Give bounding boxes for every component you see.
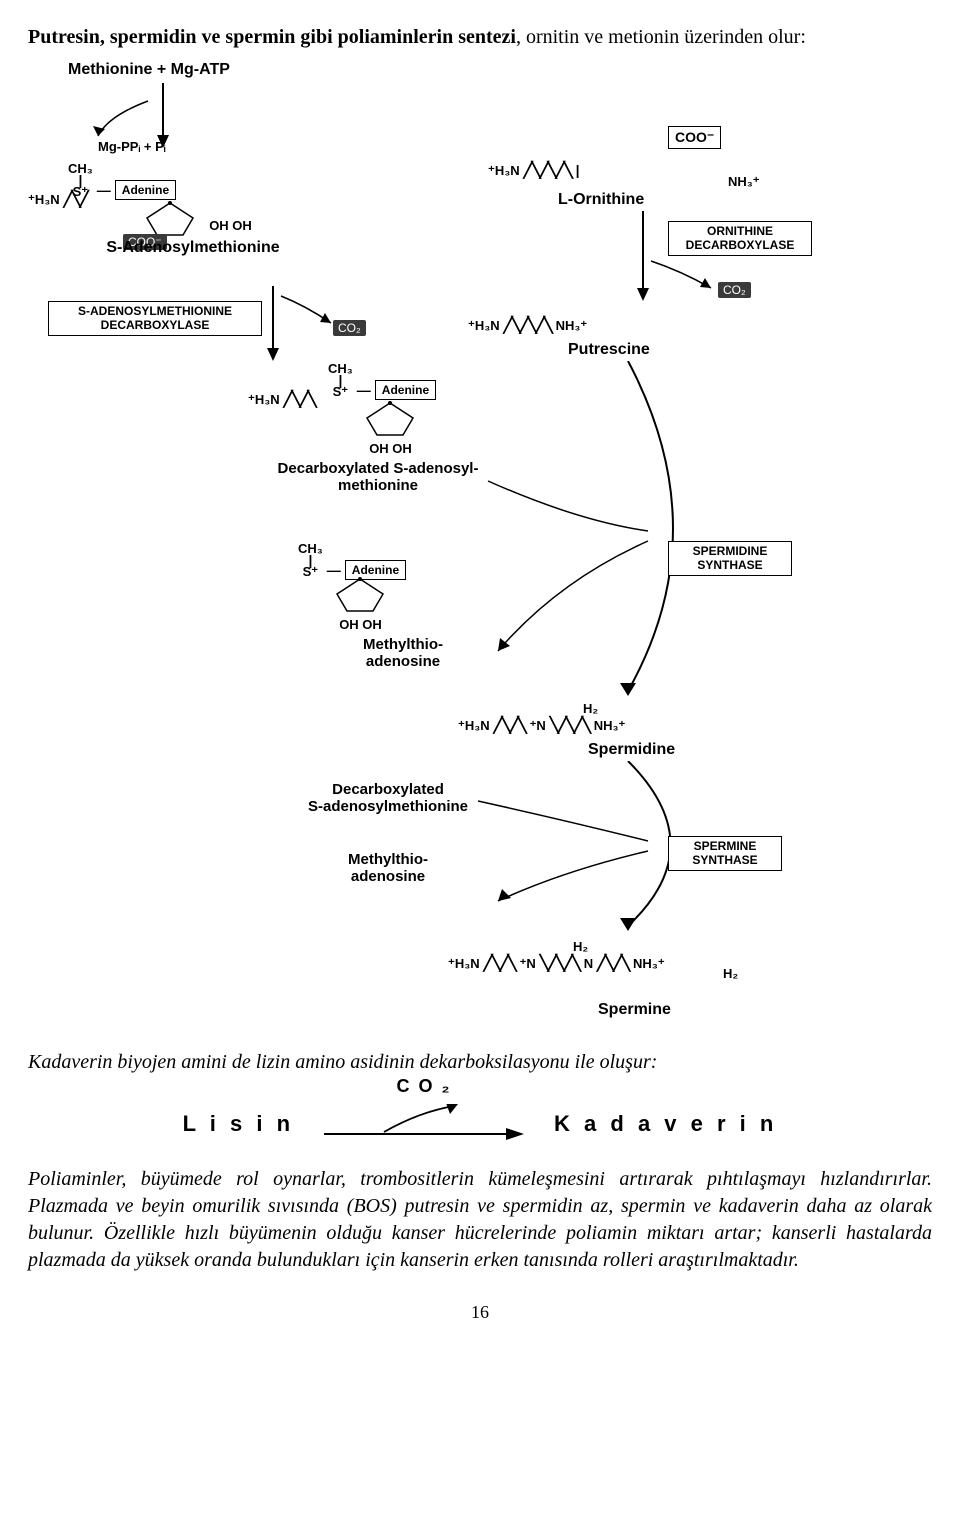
- sam-decarboxylase-box: S-ADENOSYLMETHIONINE DECARBOXYLASE: [48, 301, 262, 336]
- body-paragraph: Poliaminler, büyümede rol oynarlar, trom…: [28, 1166, 932, 1274]
- nh3-label: NH₃⁺: [728, 174, 760, 190]
- co2-label: C O ₂: [397, 1076, 452, 1097]
- putrescine-chain: ⁺H₃N ╱╲╱╲╱╲ NH₃⁺: [468, 316, 587, 334]
- spermidine-label: Spermidine: [588, 741, 675, 759]
- sam-structure: CH₃ | S⁺ — Adenine ⁺H₃N ╱╲╱ COO⁻ OH OH S…: [68, 161, 318, 257]
- methionine-mgatp: Methionine + Mg-ATP: [68, 61, 230, 79]
- co2-dark: CO₂: [333, 320, 366, 336]
- curve-arrow-icon: [88, 96, 158, 141]
- spermidine-chain: ⁺H₃N ╱╲╱╲ ⁺N ╲╱╲╱╲ NH₃⁺: [458, 716, 625, 734]
- polyamine-synthesis-diagram: Methionine + Mg-ATP Mg-PPᵢ + Pᵢ CH₃ | S⁺…: [28, 61, 932, 1031]
- l-ornithine-label: L-Ornithine: [558, 191, 644, 209]
- h3n-label: ⁺H₃N: [28, 192, 60, 207]
- putrescine-label: Putrescine: [568, 341, 650, 359]
- product-cadaverine: K a d a v e r i n: [554, 1111, 777, 1137]
- decarb-sam-short: Decarboxylated S-adenosylmethionine: [308, 781, 468, 815]
- spermine-synthase-box: SPERMINE SYNTHASE: [668, 836, 782, 871]
- intro-rest: , ornitin ve metionin üzerinden olur:: [516, 26, 806, 48]
- ribose-icon: [333, 576, 388, 616]
- intro-paragraph: Putresin, spermidin ve spermin gibi poli…: [28, 24, 932, 51]
- ornithine-decarboxylase-box: ORNITHINE DECARBOXYLASE: [668, 221, 812, 256]
- sam-label: S-Adenosylmethionine: [68, 239, 318, 257]
- kadaverin-intro: Kadaverin biyojen amini de lizin amino a…: [28, 1049, 932, 1076]
- curve-path-icon: [458, 361, 718, 701]
- lysine-cadaverine-reaction: L i s i n C O ₂ K a d a v e r i n: [28, 1104, 932, 1144]
- reaction-arrow-icon: [324, 1104, 524, 1144]
- reactant-lysine: L i s i n: [183, 1111, 294, 1137]
- intro-bold: Putresin, spermidin ve spermin gibi poli…: [28, 26, 516, 48]
- ribose-icon: [363, 400, 418, 440]
- ornithine-chain: ⁺H₃N ╱╲╱╲╱╲ |: [488, 161, 580, 179]
- mg-pp-pi: Mg-PPᵢ + Pᵢ: [98, 139, 166, 154]
- page-number: 16: [28, 1302, 932, 1323]
- curve-arrow-icon: [646, 256, 726, 296]
- spermidine-synthase-box: SPERMIDINE SYNTHASE: [668, 541, 792, 576]
- spermine-label: Spermine: [598, 1001, 671, 1019]
- methylthio-lower: Methylthio- adenosine: [348, 851, 428, 885]
- spermine-chain: ⁺H₃N ╱╲╱╲ ⁺N ╲╱╲╱╲ N ╱╲╱╲ NH₃⁺: [448, 954, 665, 972]
- coo-box: COO⁻: [668, 126, 721, 149]
- adenine-box: Adenine: [115, 180, 176, 200]
